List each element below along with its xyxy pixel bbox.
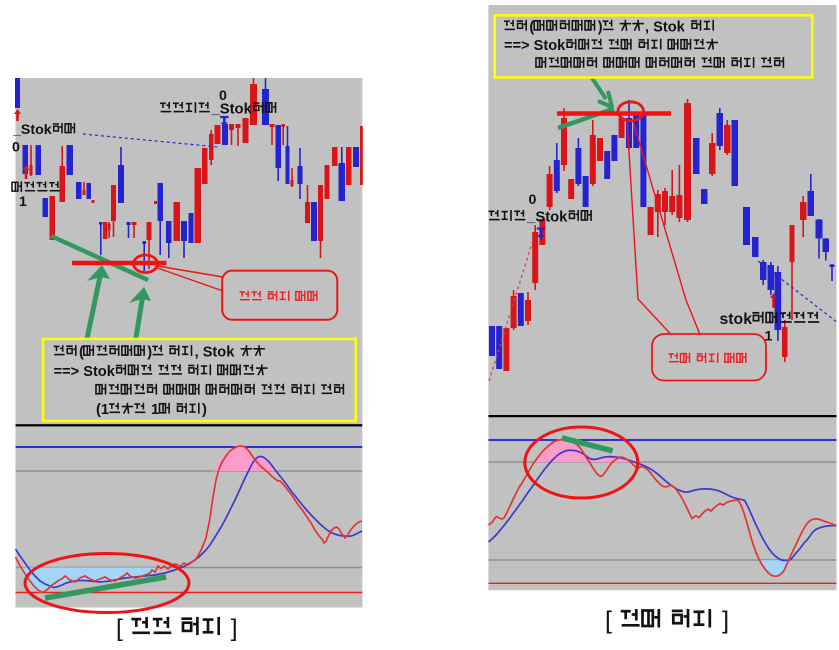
svg-text:[: [ <box>605 607 619 635</box>
svg-text:0: 0 <box>529 192 537 208</box>
svg-text:_Stok: _Stok <box>12 122 52 138</box>
svg-text:[: [ <box>116 615 130 642</box>
svg-text:0: 0 <box>219 88 227 104</box>
svg-text:): ) <box>598 19 603 35</box>
svg-text:): ) <box>147 345 152 361</box>
svg-text:(: ( <box>529 19 534 35</box>
svg-text:1: 1 <box>147 402 159 418</box>
svg-text:(: ( <box>79 345 84 361</box>
svg-text:(1: (1 <box>96 402 109 418</box>
svg-text:, Stok: , Stok <box>195 345 239 361</box>
svg-text:_Stok: _Stok <box>526 210 568 226</box>
svg-text:==> Stok: ==> Stok <box>504 38 566 54</box>
svg-text:0: 0 <box>12 140 20 156</box>
svg-text:1: 1 <box>19 194 27 210</box>
svg-text:_Stok: _Stok <box>211 102 253 118</box>
svg-text:stok: stok <box>720 311 753 328</box>
svg-text:): ) <box>202 402 207 418</box>
svg-text:1: 1 <box>765 329 773 345</box>
svg-text:]: ] <box>224 615 238 642</box>
svg-text:]: ] <box>715 607 729 635</box>
svg-text:==> Stok: ==> Stok <box>54 364 116 380</box>
svg-text:, Stok: , Stok <box>645 19 689 35</box>
